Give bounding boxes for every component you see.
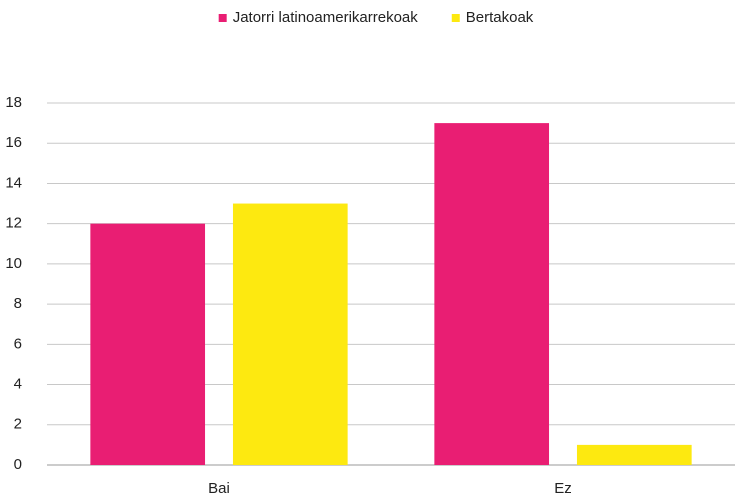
legend-label: Bertakoak <box>466 9 534 26</box>
y-tick-label: 12 <box>5 215 22 232</box>
bar <box>232 203 348 466</box>
legend-label: Jatorri latinoamerikarrekoak <box>233 9 419 26</box>
y-tick-label: 4 <box>14 376 22 393</box>
y-tick-label: 2 <box>14 416 22 433</box>
y-tick-label: 14 <box>5 174 22 191</box>
y-tick-label: 10 <box>5 255 22 272</box>
legend-swatch <box>218 14 227 22</box>
bar <box>90 223 206 465</box>
y-tick-label: 6 <box>14 335 22 352</box>
y-tick-label: 0 <box>14 456 22 473</box>
x-tick-label: Bai <box>208 480 230 496</box>
y-tick-label: 16 <box>5 134 22 151</box>
bar <box>434 123 550 465</box>
y-tick-label: 18 <box>5 94 22 111</box>
y-tick-label: 8 <box>14 295 22 312</box>
legend-swatch <box>451 14 460 22</box>
bar <box>576 444 692 465</box>
x-tick-label: Ez <box>554 480 572 496</box>
